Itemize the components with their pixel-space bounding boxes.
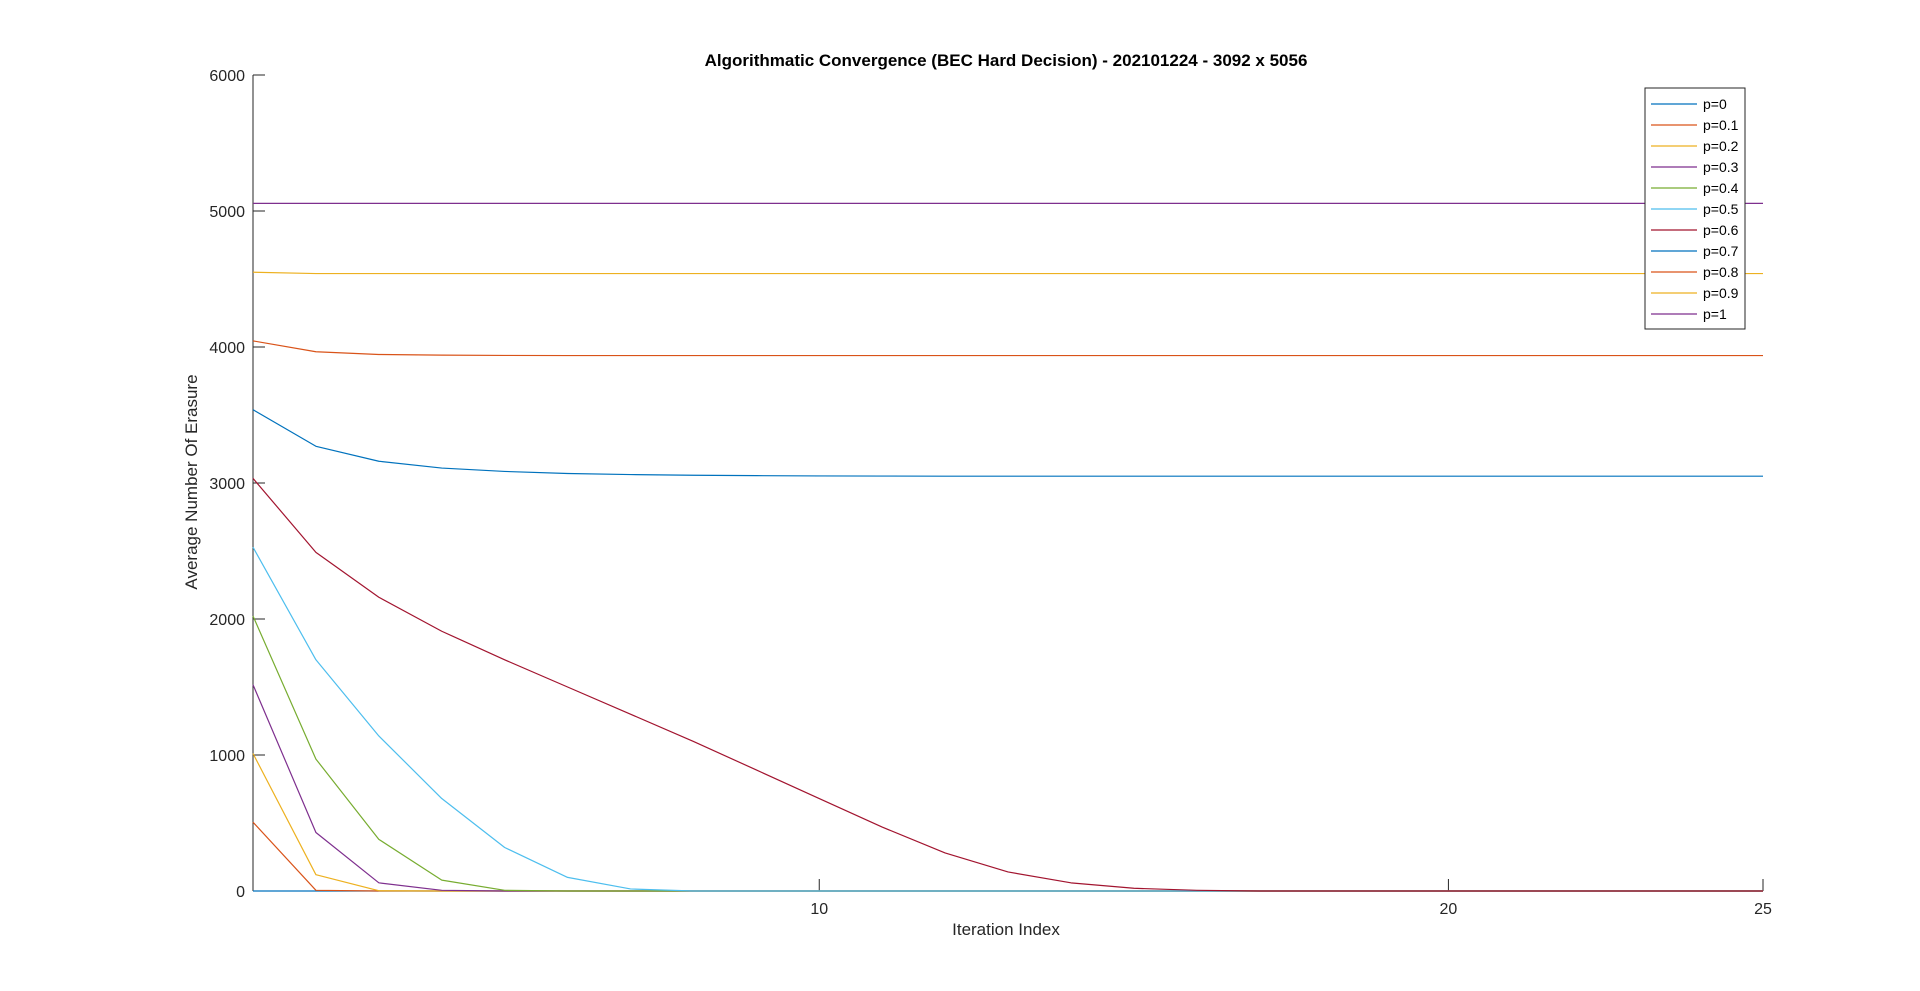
y-tick-label: 5000 <box>209 204 245 221</box>
series-line-p=0.4 <box>252 615 1763 892</box>
x-tick-label: 25 <box>1754 901 1772 918</box>
legend-entry-label: p=0.1 <box>1703 117 1739 133</box>
legend-entry-label: p=0.4 <box>1703 180 1739 196</box>
y-tick-label: 1000 <box>209 748 245 765</box>
legend-entry-label: p=0.8 <box>1703 264 1739 280</box>
series-line-p=0.8 <box>252 340 1763 357</box>
y-tick-label: 4000 <box>209 340 245 357</box>
series-lines <box>252 202 1763 892</box>
legend-entry-label: p=0.2 <box>1703 138 1739 154</box>
x-tick-label: 20 <box>1440 901 1458 918</box>
series-line-p=0.5 <box>252 546 1763 892</box>
x-axis-label: Iteration Index <box>952 920 1060 939</box>
y-tick-label: 3000 <box>209 476 245 493</box>
chart-title: Algorithmatic Convergence (BEC Hard Deci… <box>705 51 1308 70</box>
axes: 10 20 25 0 1000 2000 3000 4000 5000 6000 <box>209 68 1772 918</box>
series-line-p=0.3 <box>252 684 1763 892</box>
legend-entry-label: p=0.6 <box>1703 222 1739 238</box>
y-tick-label: 6000 <box>209 68 245 85</box>
legend: p=0 p=0.1 p=0.2 p=0.3 p=0.4 p=0.5 p=0.6 p=0.7 p=… <box>1644 87 1746 330</box>
series-line-p=0.2 <box>252 753 1763 892</box>
legend-entry-label: p=0.9 <box>1703 285 1739 301</box>
legend-entry-label: p=0.5 <box>1703 201 1739 217</box>
legend-entry-label: p=0.3 <box>1703 159 1739 175</box>
legend-entry-label: p=0.7 <box>1703 243 1739 259</box>
series-line-p=0.1 <box>252 821 1763 892</box>
series-line-p=0.9 <box>252 271 1763 275</box>
series-line-p=0.7 <box>252 409 1763 477</box>
x-tick-label: 10 <box>810 901 828 918</box>
series-line-p=0.6 <box>252 477 1763 892</box>
y-tick-label: 0 <box>236 884 245 901</box>
y-tick-label: 2000 <box>209 612 245 629</box>
legend-entry-label: p=0 <box>1703 96 1727 112</box>
y-axis-label: Average Number Of Erasure <box>182 374 201 589</box>
legend-entry-label: p=1 <box>1703 306 1727 322</box>
